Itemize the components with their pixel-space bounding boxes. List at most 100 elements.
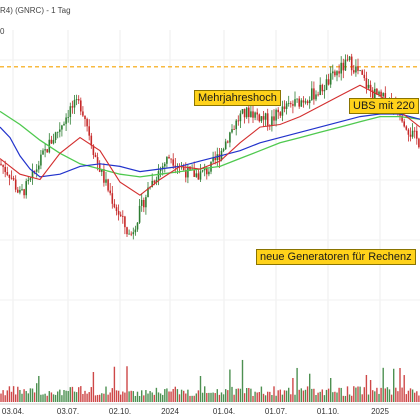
volume-bar-156: [327, 388, 330, 402]
candle-113: [237, 115, 240, 126]
volume-bar-154: [323, 395, 326, 402]
candle-59: [124, 215, 126, 235]
candle-74: [155, 176, 158, 186]
volume-bar-71: [149, 391, 151, 402]
volume-bar-86: [180, 389, 183, 402]
candle-196: [411, 123, 414, 139]
candle-95: [199, 163, 202, 182]
candle-199: [418, 137, 420, 149]
volume-bar-9: [19, 389, 21, 402]
candle-117: [245, 106, 248, 119]
volume-bar-90: [189, 395, 191, 402]
candle-79: [166, 156, 168, 168]
candle-111: [233, 125, 235, 130]
volume-bar-35: [73, 391, 76, 402]
candle-78: [164, 162, 166, 173]
volume-bar-20: [42, 394, 44, 402]
candle-7: [14, 175, 17, 193]
volume-bar-126: [264, 395, 267, 402]
volume-bar-138: [290, 394, 292, 402]
volume-bar-80: [168, 391, 170, 402]
volume-bar-116: [243, 393, 246, 402]
candle-138: [290, 101, 292, 108]
candle-15: [31, 163, 34, 185]
volume-bar-91: [191, 395, 193, 402]
volume-bar-111: [233, 394, 235, 402]
candle-40: [84, 115, 86, 127]
volume-bar-81: [170, 391, 172, 402]
candle-70: [147, 182, 149, 198]
chart-subline: 0: [0, 27, 5, 36]
candle-31: [65, 113, 67, 131]
volume-bar-177: [372, 390, 374, 402]
volume-bar-163: [342, 395, 344, 402]
volume-bar-150: [315, 394, 317, 402]
moving-average-mid: [0, 113, 420, 178]
candle-14: [29, 177, 32, 183]
candle-37: [77, 95, 80, 104]
volume-bar-59: [124, 392, 126, 402]
volume-bar-173: [363, 387, 365, 402]
candle-154: [323, 84, 326, 99]
volume-bar-37: [78, 387, 80, 402]
x-tick-label-4: 01.04.: [213, 407, 235, 416]
volume-bar-22: [46, 395, 48, 402]
volume-bar-117: [246, 388, 248, 402]
candle-166: [348, 55, 351, 62]
volume-bar-67: [141, 390, 143, 402]
volume-bar-125: [262, 393, 265, 402]
volume-bar-128: [269, 391, 271, 402]
candle-110: [231, 124, 233, 134]
volume-bar-77: [162, 394, 164, 402]
candle-109: [229, 131, 231, 148]
candle-159: [334, 69, 336, 78]
candle-3: [6, 166, 9, 177]
candle-107: [224, 138, 227, 150]
candlesticks: [0, 53, 420, 240]
volume-bar-139: [292, 377, 294, 402]
candle-192: [403, 118, 405, 128]
volume-bar-140: [294, 394, 296, 402]
volume-bar-56: [117, 390, 120, 402]
candle-141: [296, 98, 298, 103]
candle-160: [336, 70, 338, 82]
candle-115: [241, 108, 244, 115]
volume-bar-160: [336, 392, 338, 402]
volume-bar-197: [414, 392, 416, 402]
candle-43: [90, 132, 93, 149]
volume-bar-113: [237, 388, 239, 402]
volume-bar-89: [187, 389, 189, 402]
volume-bar-142: [298, 389, 300, 402]
volume-bar-88: [185, 393, 187, 402]
candle-57: [119, 211, 122, 217]
volume-bar-51: [107, 394, 109, 402]
volume-bar-147: [309, 373, 311, 402]
candle-122: [256, 108, 258, 121]
volume-bar-110: [231, 386, 233, 402]
volume-bar-170: [357, 386, 359, 402]
volume-bar-100: [210, 392, 212, 402]
volume-bar-108: [227, 390, 229, 402]
candle-66: [138, 199, 141, 225]
candle-172: [361, 69, 363, 75]
volume-bar-55: [115, 390, 118, 402]
volume-bar-174: [365, 374, 368, 402]
volume-bar-11: [23, 389, 25, 402]
candle-56: [117, 204, 120, 221]
volume-bar-103: [216, 389, 218, 402]
candle-26: [54, 131, 57, 144]
candle-98: [206, 167, 208, 180]
volume-bar-21: [44, 393, 46, 402]
candle-65: [136, 222, 139, 232]
volume-bar-143: [300, 388, 302, 402]
volume-bar-31: [65, 390, 67, 402]
volume-bar-192: [403, 375, 405, 402]
candle-33: [69, 102, 72, 125]
candle-13: [27, 176, 30, 185]
volume-bar-167: [351, 395, 353, 402]
volume-bar-30: [63, 389, 65, 402]
candle-168: [353, 64, 355, 75]
volume-bar-23: [48, 391, 50, 402]
candle-4: [8, 174, 11, 186]
